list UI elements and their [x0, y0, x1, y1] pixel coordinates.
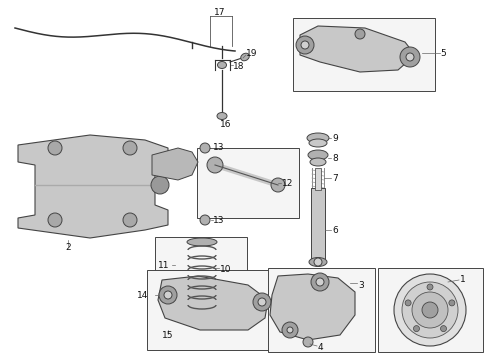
Text: 16: 16 — [220, 120, 232, 129]
Circle shape — [414, 325, 419, 332]
Bar — [378, 268, 483, 352]
Ellipse shape — [307, 133, 329, 143]
Text: 12: 12 — [282, 179, 294, 188]
Text: 4: 4 — [318, 343, 323, 352]
Circle shape — [123, 141, 137, 155]
Circle shape — [253, 293, 271, 311]
Bar — [155, 237, 247, 317]
Text: 6: 6 — [332, 225, 338, 234]
Polygon shape — [18, 135, 168, 238]
Ellipse shape — [217, 112, 227, 120]
Text: 17: 17 — [214, 8, 226, 17]
Ellipse shape — [308, 150, 328, 160]
Circle shape — [314, 258, 322, 266]
Bar — [268, 268, 375, 352]
Bar — [293, 18, 435, 91]
Circle shape — [48, 141, 62, 155]
Bar — [315, 168, 321, 190]
Text: 11: 11 — [158, 261, 170, 270]
Text: 15: 15 — [162, 332, 173, 341]
Circle shape — [400, 47, 420, 67]
Ellipse shape — [241, 53, 249, 61]
Bar — [197, 148, 299, 218]
Ellipse shape — [309, 257, 327, 266]
Ellipse shape — [218, 62, 226, 68]
Polygon shape — [300, 26, 415, 72]
Circle shape — [296, 36, 314, 54]
Circle shape — [406, 53, 414, 61]
Circle shape — [441, 325, 446, 332]
Circle shape — [355, 29, 365, 39]
Circle shape — [207, 157, 223, 173]
Ellipse shape — [309, 139, 327, 147]
Text: 10: 10 — [220, 266, 231, 275]
Text: 8: 8 — [332, 153, 338, 162]
Circle shape — [427, 284, 433, 290]
Circle shape — [311, 273, 329, 291]
Text: 13: 13 — [213, 143, 224, 152]
Ellipse shape — [187, 306, 217, 314]
Polygon shape — [158, 276, 268, 330]
Circle shape — [412, 292, 448, 328]
Circle shape — [422, 302, 438, 318]
Polygon shape — [152, 148, 198, 180]
Circle shape — [402, 282, 458, 338]
Circle shape — [449, 300, 455, 306]
Circle shape — [200, 143, 210, 153]
Ellipse shape — [187, 238, 217, 246]
Circle shape — [200, 215, 210, 225]
Circle shape — [48, 213, 62, 227]
Text: 13: 13 — [213, 216, 224, 225]
Circle shape — [301, 41, 309, 49]
Circle shape — [123, 213, 137, 227]
Bar — [311, 188, 325, 260]
Text: 2: 2 — [65, 243, 71, 252]
Polygon shape — [270, 274, 355, 340]
Ellipse shape — [310, 158, 326, 166]
Text: 5: 5 — [440, 49, 446, 58]
Circle shape — [316, 278, 324, 286]
Bar — [147, 270, 279, 350]
Circle shape — [159, 286, 177, 304]
Circle shape — [303, 337, 313, 347]
Circle shape — [151, 176, 169, 194]
Text: 19: 19 — [246, 49, 258, 58]
Circle shape — [405, 300, 411, 306]
Text: 1: 1 — [460, 275, 466, 284]
Text: 3: 3 — [358, 280, 364, 289]
Text: 14: 14 — [137, 291, 148, 300]
Circle shape — [287, 327, 293, 333]
Circle shape — [258, 298, 266, 306]
Circle shape — [394, 274, 466, 346]
Circle shape — [271, 178, 285, 192]
Text: 18: 18 — [233, 62, 245, 71]
Text: 9: 9 — [332, 134, 338, 143]
Circle shape — [164, 291, 172, 299]
Text: 7: 7 — [332, 174, 338, 183]
Circle shape — [282, 322, 298, 338]
